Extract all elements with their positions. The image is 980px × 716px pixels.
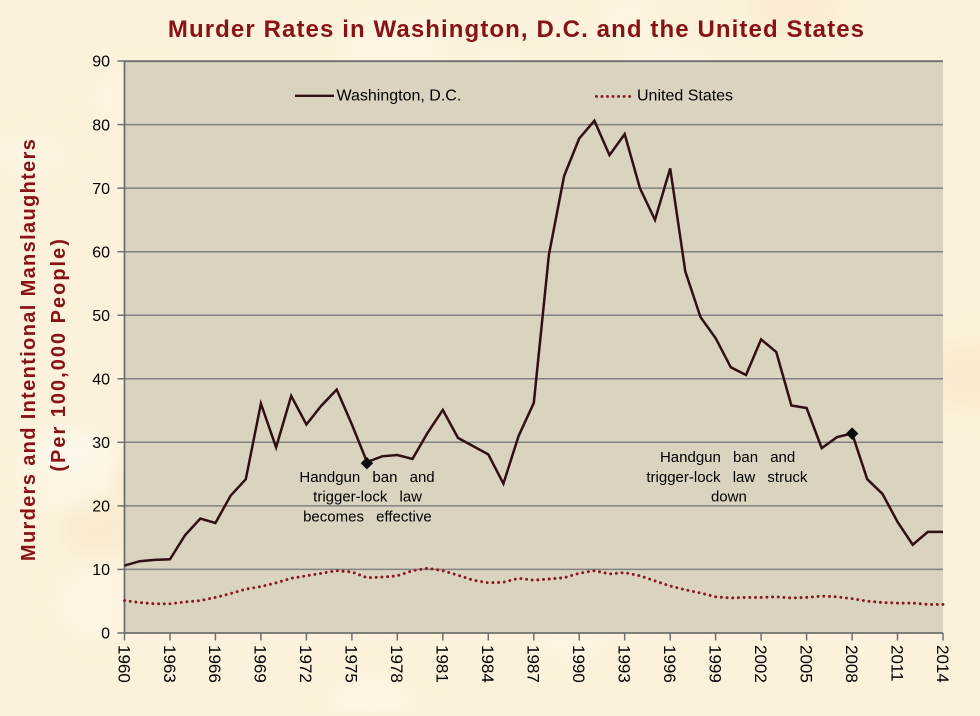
svg-text:trigger-lock law struck: trigger-lock law struck bbox=[646, 469, 808, 486]
svg-text:1963: 1963 bbox=[160, 645, 179, 683]
svg-text:down: down bbox=[711, 489, 747, 506]
svg-text:(Per 100,000 People): (Per 100,000 People) bbox=[48, 237, 70, 472]
svg-text:United States: United States bbox=[637, 88, 733, 105]
svg-text:2014: 2014 bbox=[933, 645, 952, 683]
svg-text:1978: 1978 bbox=[387, 645, 406, 683]
svg-text:70: 70 bbox=[92, 181, 110, 198]
svg-text:1972: 1972 bbox=[296, 645, 315, 683]
svg-text:1999: 1999 bbox=[705, 645, 724, 683]
svg-text:2011: 2011 bbox=[887, 645, 906, 682]
svg-text:Handgun ban and: Handgun ban and bbox=[660, 449, 795, 466]
svg-text:1993: 1993 bbox=[615, 645, 634, 683]
svg-text:1981: 1981 bbox=[433, 645, 452, 683]
svg-text:10: 10 bbox=[92, 562, 110, 579]
svg-text:1987: 1987 bbox=[524, 645, 543, 683]
svg-text:Murder Rates in Washington, D.: Murder Rates in Washington, D.C. and the… bbox=[168, 16, 865, 43]
svg-text:60: 60 bbox=[92, 244, 110, 261]
svg-text:2008: 2008 bbox=[842, 645, 861, 683]
svg-text:1969: 1969 bbox=[251, 645, 270, 683]
svg-text:20: 20 bbox=[92, 499, 110, 516]
svg-text:2002: 2002 bbox=[751, 645, 770, 683]
svg-text:becomes effective: becomes effective bbox=[303, 509, 432, 526]
svg-text:Washington, D.C.: Washington, D.C. bbox=[337, 88, 462, 105]
svg-text:1960: 1960 bbox=[114, 645, 133, 683]
svg-text:1984: 1984 bbox=[478, 645, 497, 683]
svg-text:90: 90 bbox=[92, 54, 110, 71]
svg-text:50: 50 bbox=[92, 308, 110, 325]
svg-text:80: 80 bbox=[92, 117, 110, 134]
svg-text:1975: 1975 bbox=[342, 645, 361, 683]
svg-text:Handgun ban and: Handgun ban and bbox=[299, 469, 434, 486]
svg-text:30: 30 bbox=[92, 435, 110, 452]
svg-text:0: 0 bbox=[101, 626, 110, 643]
svg-text:Murders and Intentional Mansla: Murders and Intentional Manslaughters bbox=[18, 138, 40, 561]
svg-text:1966: 1966 bbox=[205, 645, 224, 683]
svg-text:40: 40 bbox=[92, 372, 110, 389]
svg-text:1990: 1990 bbox=[569, 645, 588, 683]
svg-text:trigger-lock law: trigger-lock law bbox=[313, 489, 422, 506]
svg-text:1996: 1996 bbox=[660, 645, 679, 683]
svg-text:2005: 2005 bbox=[796, 645, 815, 683]
